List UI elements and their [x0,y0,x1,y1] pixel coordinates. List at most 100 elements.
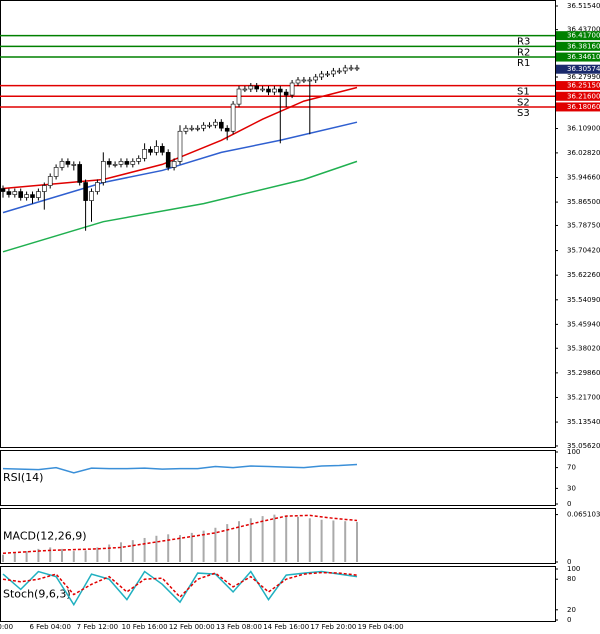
current-price-label: 36.30574 [567,65,600,73]
candle-body [148,149,153,153]
candle-body [348,67,354,70]
rsi-panel [0,450,556,506]
level-box [556,102,600,112]
candle-body [213,121,218,126]
y-tick-label: 36.43700 [567,26,600,34]
candle-body [307,79,313,82]
histogram-bar [214,527,217,562]
level-box [556,81,600,91]
y-tick-label: 35.21700 [567,393,600,401]
candle-body [59,161,65,168]
candle-body [248,85,254,90]
candle-body [95,182,100,192]
histogram-bar [344,521,347,562]
candle-body [331,70,336,75]
histogram-bar [297,516,299,562]
candle-body [89,191,94,201]
candle-body [6,191,12,195]
y-tick-label: 35.29860 [567,369,600,377]
level-label: 36.38160 [567,42,600,50]
indicator-line [2,570,358,607]
candle-body [336,70,342,73]
candle-body [230,103,236,132]
candle-body [101,161,106,183]
histogram-bar [190,532,193,562]
histogram-bar [72,551,75,562]
candle-body [272,88,277,93]
level-box [556,52,600,62]
y-tick-label: 35.70420 [567,247,600,255]
candle-body [112,164,118,166]
y-tick-label: 0 [567,616,571,624]
candle-body [71,164,77,166]
candle-body [30,194,35,198]
level-name: R1 [517,58,530,69]
candle-body [0,188,6,192]
y-tick-label: 35.38020 [567,344,600,352]
histogram-bar [84,550,87,562]
y-tick-label: 35.94660 [567,173,600,181]
candle-body [189,127,195,130]
level-name: S2 [517,97,530,108]
indicator-line [2,463,358,474]
level-label: 36.25150 [567,82,600,90]
level-name: S3 [517,108,530,119]
candle-body [242,88,248,91]
histogram-bar [108,544,111,562]
candle-body [83,182,88,201]
histogram-bar [49,547,52,562]
candle-body [171,161,177,168]
y-tick-label: 70 [567,464,576,472]
candle-body [219,121,224,129]
candle-body [154,146,159,153]
y-tick-label: 36.51540 [567,2,600,10]
candle-body [183,127,189,132]
y-tick-label: 35.62260 [567,271,600,279]
y-tick-label: 30 [567,484,576,492]
candle-body [177,130,183,162]
candle-body [18,191,24,198]
candle-body [12,191,18,195]
x-tick-label: 6 Feb 04:00 [29,623,70,631]
candle-body [260,88,265,91]
histogram-bar [120,542,122,562]
y-tick-label: 35.05620 [567,442,600,450]
candle-body [266,88,271,93]
candle-body [130,161,136,165]
histogram-bar [202,530,205,562]
y-tick-label: 35.78750 [567,221,600,229]
indicator-line [2,514,358,555]
y-tick-label: 0 [567,558,571,566]
main-panel [0,0,556,448]
candle-body [53,167,59,177]
level-label: 36.41700 [567,32,600,40]
candle-body [165,152,171,168]
level-name: R2 [517,47,530,58]
candle-body [283,91,289,96]
histogram-bar [131,540,134,562]
candle-body [65,161,71,165]
indicator-title: MACD(12,26,9) [3,530,87,543]
level-box [556,31,600,41]
candle-body [295,79,301,84]
level-name: S1 [517,87,530,98]
histogram-bar [273,514,276,562]
macd-panel [0,508,556,564]
y-tick-label: 36.10900 [567,125,600,133]
candle-body [301,79,307,82]
x-tick-label: 12 Feb 00:00 [169,623,215,631]
histogram-bar [2,554,4,562]
candle-body [124,161,130,165]
histogram-bar [96,547,99,562]
x-tick-label: 14 Feb 16:00 [263,623,309,631]
y-tick-label: 35.86500 [567,198,600,206]
x-tick-label: 19 Feb 04:00 [358,623,404,631]
histogram-bar [356,521,358,562]
histogram-bar [167,534,170,562]
candle-body [36,191,41,198]
histogram-bar [179,535,181,562]
y-tick-label: 36.27990 [567,73,600,81]
histogram-bar [37,548,40,562]
y-tick-label: 20 [567,606,576,614]
